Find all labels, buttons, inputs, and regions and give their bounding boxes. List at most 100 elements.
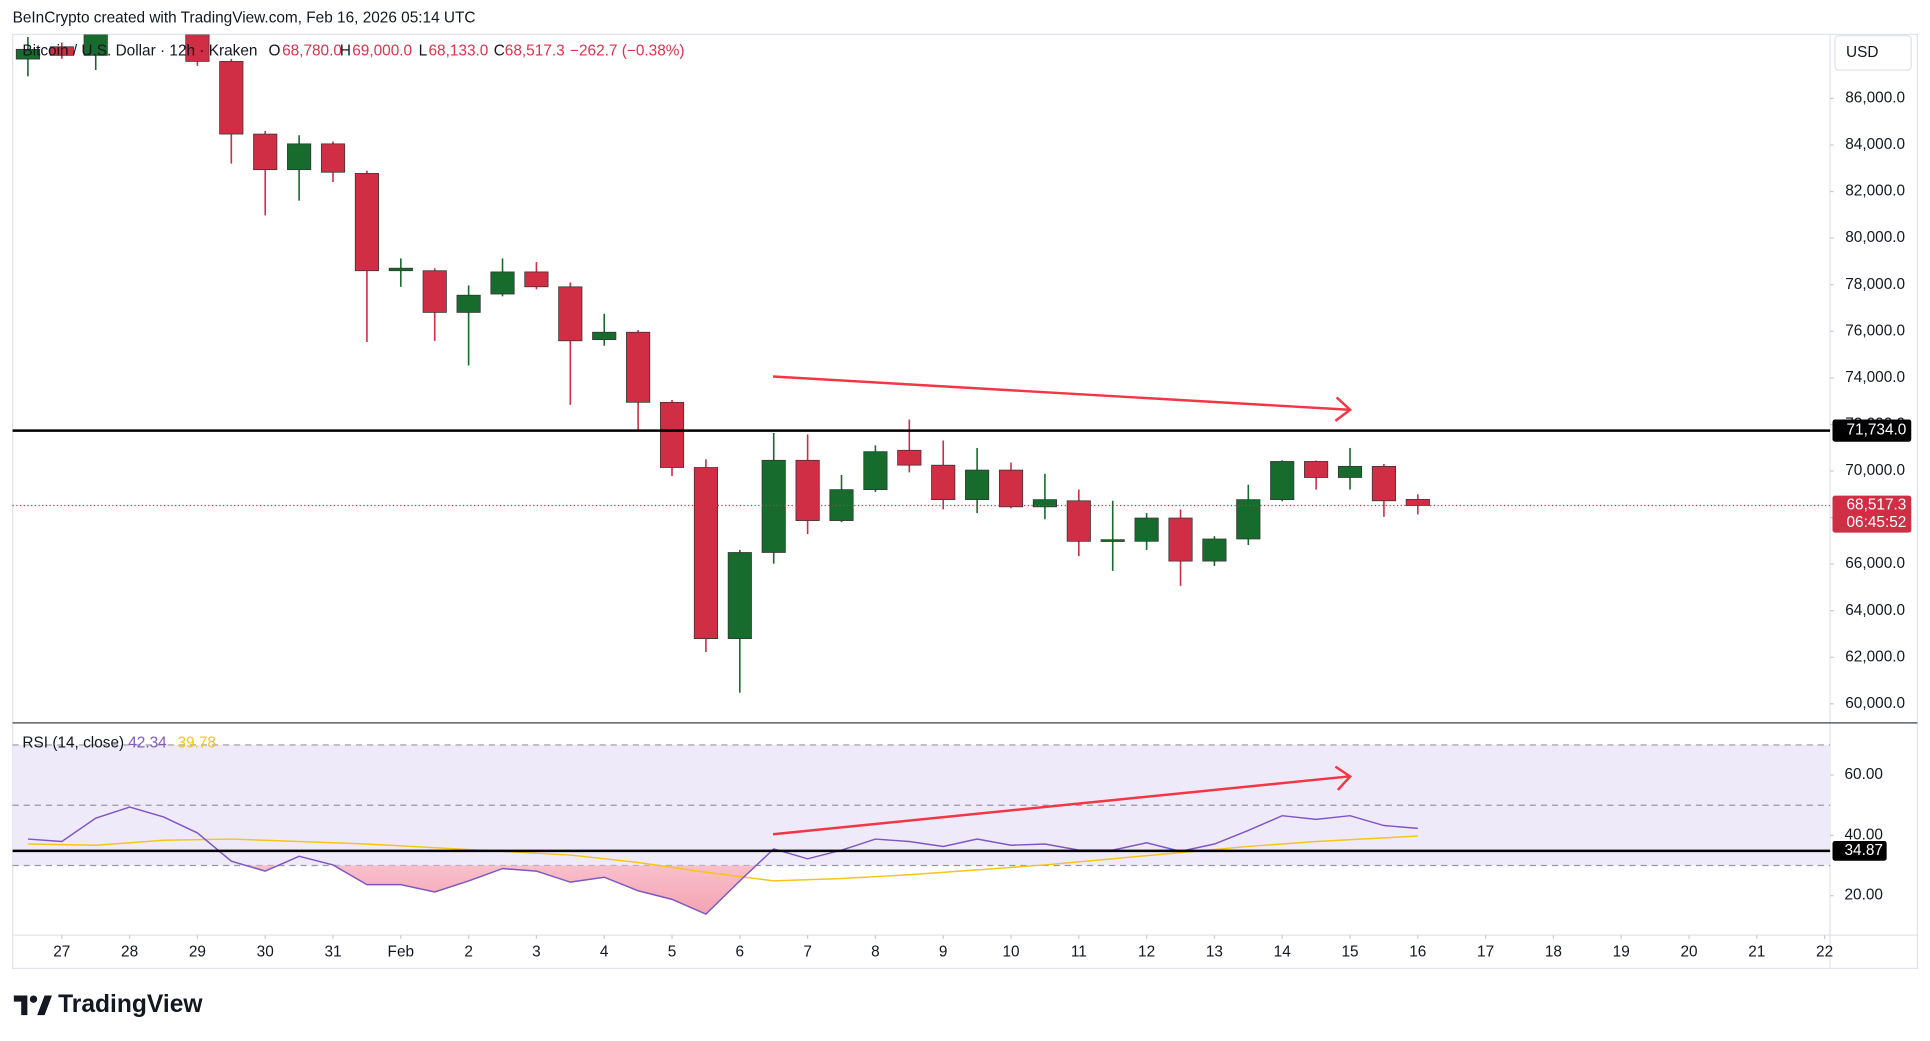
symbol-title: Bitcoin / U.S. Dollar · 12h · Kraken (22, 43, 257, 60)
rsi-title: RSI (14, close) (22, 734, 124, 751)
x-tick-label: 19 (1613, 943, 1630, 960)
candle-body (1066, 500, 1091, 542)
x-tick-label: 17 (1477, 943, 1494, 960)
last-price-label: 68,517.3 (1846, 497, 1906, 514)
legend-label: H (340, 43, 351, 60)
y-tick-label: 40.00 (1844, 826, 1882, 843)
candle-body (558, 286, 583, 342)
candle-body (1371, 465, 1396, 502)
candle-body (897, 449, 922, 466)
x-tick-label: 21 (1748, 943, 1765, 960)
rsi-value: 42.34 (128, 734, 167, 751)
y-tick-label: 74,000.0 (1845, 369, 1905, 386)
y-tick-label: 60.00 (1844, 766, 1882, 783)
currency-box[interactable] (1834, 35, 1912, 71)
annotations (772, 375, 1353, 836)
frame (11, 33, 1919, 970)
legend-value: 69,000.0 (352, 43, 412, 60)
x-tick-label: 16 (1409, 943, 1426, 960)
y-tick-label: 62,000.0 (1845, 648, 1905, 665)
x-tick-label: 27 (53, 943, 70, 960)
x-tick-label: 18 (1545, 943, 1562, 960)
candle-body (693, 467, 718, 640)
x-tick-label: 8 (871, 943, 880, 960)
price-label-box (1832, 419, 1912, 442)
x-tick-label: 6 (736, 943, 745, 960)
x-tick-label: 5 (668, 943, 677, 960)
candle-body (727, 552, 752, 640)
oversold-fill (27, 865, 1418, 915)
level-label-box (1832, 841, 1887, 861)
legend-label: O (269, 43, 281, 60)
y-tick-label: 86,000.0 (1845, 90, 1905, 107)
candle-body (83, 34, 108, 56)
x-tick-label: 4 (600, 943, 609, 960)
y-tick-label: 82,000.0 (1845, 183, 1905, 200)
rsi-ma-value: 39.78 (177, 734, 215, 751)
candle-body (1134, 517, 1159, 542)
x-tick-label: 20 (1680, 943, 1697, 960)
y-tick-label: 66,000.0 (1845, 555, 1905, 572)
candle-body (592, 331, 617, 341)
attribution: BeInCrypto created with TradingView.com,… (13, 10, 476, 27)
arrow-head (1334, 396, 1353, 422)
candles (15, 34, 1430, 693)
candle-body (456, 294, 481, 313)
x-tick-label: 10 (1002, 943, 1019, 960)
y-tick-label: 70,000.0 (1845, 462, 1905, 479)
candle-body (965, 469, 990, 501)
candle-body (320, 143, 346, 173)
trend-arrow (772, 375, 1349, 411)
x-tick-label: 3 (532, 943, 541, 960)
legend-value: 68,133.0 (429, 43, 489, 60)
logo-text: TradingView (58, 991, 203, 1018)
candle-body (761, 459, 786, 553)
x-tick-label: 15 (1341, 943, 1358, 960)
logo-mark (13, 995, 28, 1016)
price-label: 71,734.0 (1846, 422, 1906, 439)
x-tick-label: 28 (121, 943, 138, 960)
y-tick-label: 60,000.0 (1845, 695, 1905, 712)
candle-body (1304, 461, 1329, 478)
candle-body (1202, 538, 1227, 562)
candle-body (1032, 499, 1057, 508)
currency[interactable]: USD (1846, 44, 1878, 61)
candle-body (998, 469, 1024, 508)
candle-body (253, 133, 278, 171)
x-tick-label: 31 (324, 943, 341, 960)
candle-body (185, 34, 210, 62)
candle-body (1168, 517, 1193, 562)
x-tick-label: 2 (464, 943, 473, 960)
x-tick-label: 29 (189, 943, 206, 960)
y-tick-label: 64,000.0 (1845, 602, 1905, 619)
y-tick-label: 76,000.0 (1845, 322, 1905, 339)
legend-change: −262.7 (−0.38%) (570, 43, 685, 60)
legend-value: 68,780.0 (282, 43, 342, 60)
candle-body (219, 61, 244, 135)
x-tick-label: 14 (1274, 943, 1292, 960)
candle-body (15, 48, 40, 60)
x-tick-label: 22 (1816, 943, 1833, 960)
candle-body (490, 271, 515, 295)
x-tick-label: Feb (388, 943, 414, 960)
y-tick-label: 20.00 (1844, 887, 1882, 904)
candle-body (1337, 465, 1363, 478)
x-tick-label: 7 (803, 943, 812, 960)
candle-body (931, 464, 956, 501)
candle-body (1236, 499, 1261, 540)
candle-body (422, 270, 447, 313)
candle-body (659, 401, 685, 468)
candle-body (287, 143, 312, 171)
legend-value: 68,517.3 (505, 43, 565, 60)
countdown: 06:45:52 (1846, 514, 1906, 531)
logo: TradingView (13, 991, 203, 1018)
candle-body (1405, 499, 1430, 506)
candle-body (795, 459, 820, 521)
y-tick-label: 84,000.0 (1845, 136, 1905, 153)
logo-mark (37, 995, 52, 1016)
arrow-head (1334, 765, 1353, 791)
level-label: 34.87 (1844, 842, 1882, 859)
price-pane (12, 34, 1831, 693)
